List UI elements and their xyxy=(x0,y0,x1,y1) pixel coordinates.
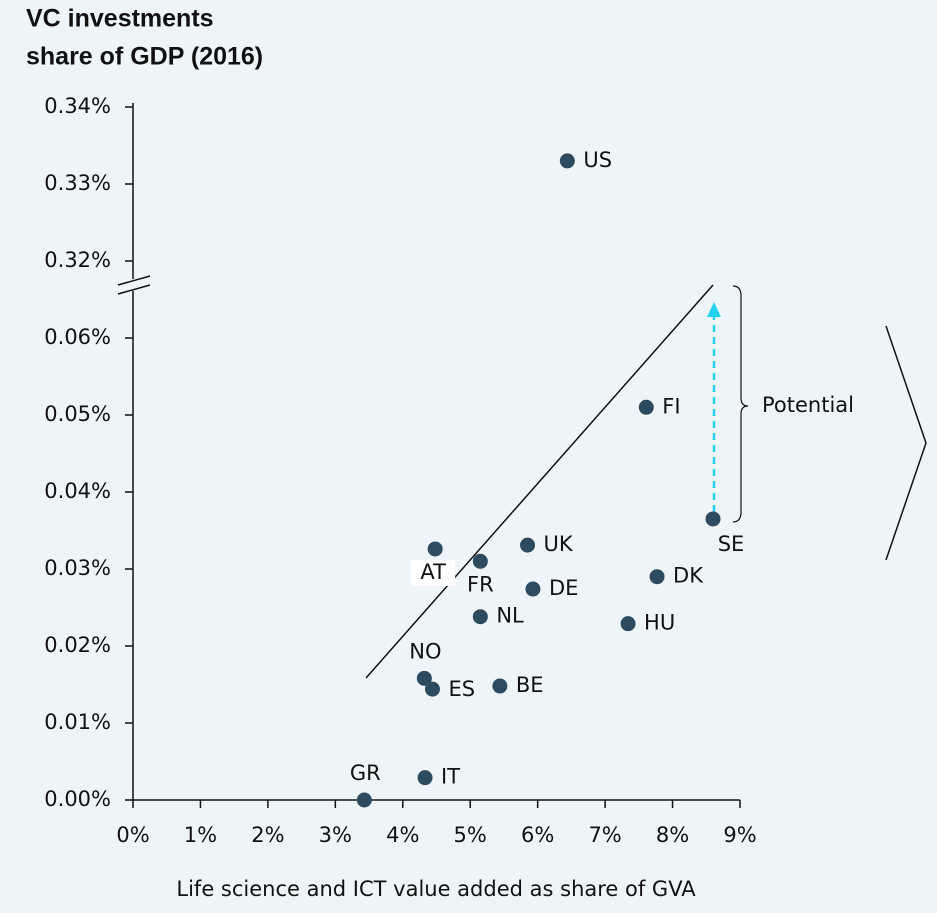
y-tick-label: 0.06% xyxy=(44,325,111,349)
point xyxy=(638,399,654,415)
point-label: IT xyxy=(441,765,460,789)
point-label: GR xyxy=(350,761,381,785)
x-tick-label: 5% xyxy=(454,823,487,847)
point-label: NL xyxy=(496,604,524,628)
bracket xyxy=(732,285,749,523)
point-label: FI xyxy=(662,394,680,418)
point-label: HU xyxy=(644,611,675,635)
y-tick-label: 0.02% xyxy=(44,633,111,657)
trend-line xyxy=(365,284,714,679)
point-label: FR xyxy=(467,572,494,596)
chart-title: VC investments xyxy=(26,5,214,33)
point xyxy=(649,569,665,585)
y-tick-label: 0.01% xyxy=(44,710,111,734)
point xyxy=(424,681,440,697)
point xyxy=(520,537,536,553)
x-tick-label: 9% xyxy=(723,823,756,847)
point xyxy=(705,511,721,527)
point-label: DK xyxy=(673,564,704,588)
y-tick-label: 0.34% xyxy=(44,94,111,118)
y-tick-label: 0.05% xyxy=(44,402,111,426)
point-label: UK xyxy=(544,532,574,556)
arrow-head xyxy=(707,302,721,317)
point-label: SE xyxy=(718,532,745,556)
x-tick-label: 8% xyxy=(656,823,689,847)
point xyxy=(416,670,432,686)
point-label: NO xyxy=(409,639,441,663)
label-bg xyxy=(411,559,456,586)
point-label: ES xyxy=(448,677,475,701)
point-label: AT xyxy=(420,560,446,584)
point-label: US xyxy=(583,148,612,172)
x-tick-label: 4% xyxy=(386,823,419,847)
point xyxy=(525,581,541,597)
point-label: BE xyxy=(516,673,544,697)
x-tick-label: 2% xyxy=(251,823,284,847)
x-tick-label: 6% xyxy=(521,823,554,847)
y-tick-label: 0.33% xyxy=(44,171,111,195)
point-label: DE xyxy=(549,576,578,600)
x-axis-label: Life science and ICT value added as shar… xyxy=(176,877,696,901)
axis-break xyxy=(117,275,151,286)
x-tick-label: 3% xyxy=(319,823,352,847)
point xyxy=(427,541,443,557)
axis-break xyxy=(117,284,151,295)
y-tick-label: 0.00% xyxy=(44,787,111,811)
annotation: Potential xyxy=(762,393,854,417)
x-tick-label: 7% xyxy=(588,823,621,847)
point xyxy=(472,609,488,625)
point xyxy=(417,770,433,786)
point xyxy=(356,792,372,808)
y-tick-label: 0.03% xyxy=(44,556,111,580)
chevron xyxy=(885,325,927,561)
point xyxy=(472,553,488,569)
point xyxy=(559,153,575,169)
x-tick-label: 1% xyxy=(184,823,217,847)
point xyxy=(492,678,508,694)
y-tick-label: 0.32% xyxy=(44,248,111,272)
x-tick-label: 0% xyxy=(116,823,149,847)
chart-title: share of GDP (2016) xyxy=(26,43,263,71)
point xyxy=(620,616,636,632)
y-tick-label: 0.04% xyxy=(44,479,111,503)
